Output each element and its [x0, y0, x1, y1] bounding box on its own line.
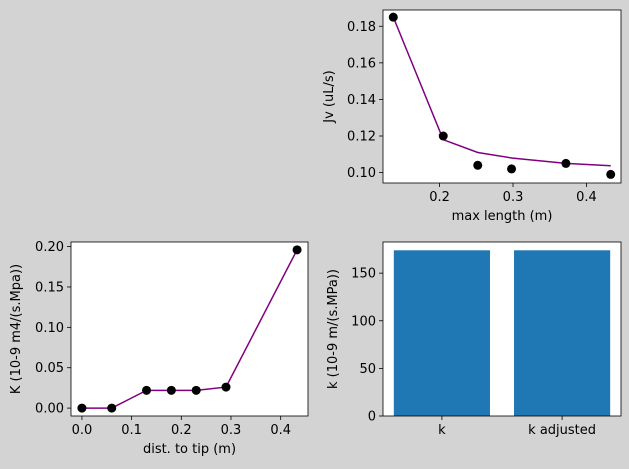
data-point — [606, 169, 616, 179]
x-tick-label: 0.4 — [270, 423, 291, 438]
y-tick-label: 0.16 — [347, 56, 376, 71]
x-tick-label: 0.0 — [72, 423, 93, 438]
x-tick-label: 0.3 — [221, 423, 242, 438]
y-tick-label: 50 — [359, 362, 376, 377]
x-tick-label: 0.2 — [171, 423, 192, 438]
data-point — [77, 403, 87, 413]
series-line — [392, 16, 611, 167]
axes-frame — [70, 241, 309, 417]
x-tick-label: 0.2 — [429, 190, 450, 205]
x-axis-label: dist. to tip (m) — [143, 442, 236, 457]
bar — [514, 250, 611, 416]
y-tick-label: 0.14 — [347, 93, 376, 108]
data-point — [191, 385, 201, 395]
y-tick-label: 0.05 — [35, 361, 64, 376]
data-point — [142, 385, 152, 395]
data-point — [438, 131, 448, 141]
bar — [393, 250, 490, 416]
y-axis-label: K (10-9 m4/(s.Mpa)) — [9, 264, 24, 394]
y-axis-label: Jv (uL/s) — [322, 70, 337, 123]
data-point — [561, 158, 571, 168]
y-tick-label: 150 — [351, 267, 376, 282]
x-tick-label: 0.1 — [121, 423, 142, 438]
y-tick-label: 0.18 — [347, 20, 376, 35]
axes-bottom-left: 0.0 0.1 0.2 0.3 0.4 0.00 0.05 0.10 0.15 0.20 dist.… — [9, 240, 309, 457]
data-point — [221, 382, 231, 392]
y-tick-label: 0.10 — [347, 166, 376, 181]
y-axis-label: k (10-9 m/(s.MPa)) — [326, 269, 341, 389]
data-point — [388, 12, 398, 22]
y-tick-label: 0.10 — [35, 321, 64, 336]
x-tick-label: k — [438, 423, 446, 438]
axes-frame — [382, 9, 622, 184]
axes-bottom-right: k k adjusted 0 50 100 150 k (10-9 m/(s.MPa)) — [326, 241, 622, 438]
x-tick-label: 0.3 — [503, 190, 524, 205]
data-point — [107, 403, 117, 413]
axes-background — [383, 10, 621, 183]
data-point — [166, 385, 176, 395]
data-point — [473, 160, 483, 170]
axes-top-right: 0.2 0.3 0.4 0.10 0.12 0.14 0.16 0.18 max length … — [322, 9, 622, 224]
x-tick-label: 0.4 — [576, 190, 597, 205]
data-point — [292, 245, 302, 255]
y-tick-label: 100 — [351, 314, 376, 329]
y-tick-label: 0.00 — [35, 402, 64, 417]
x-tick-label: k adjusted — [528, 423, 596, 438]
data-point — [507, 164, 517, 174]
x-axis-label: max length (m) — [452, 209, 553, 224]
y-tick-label: 0.20 — [35, 240, 64, 255]
y-tick-label: 0.15 — [35, 280, 64, 295]
y-tick-label: 0 — [368, 410, 376, 425]
axes-background — [71, 242, 308, 416]
axes-frame — [382, 241, 622, 417]
y-tick-label: 0.12 — [347, 130, 376, 145]
